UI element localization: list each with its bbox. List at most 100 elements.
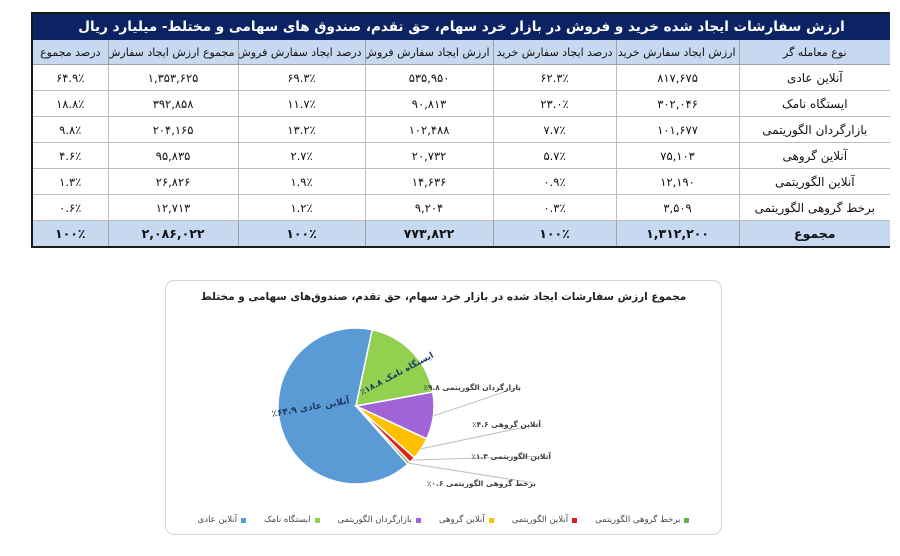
cell-trader-type: برخط گروهی الگوریتمی [738, 194, 891, 221]
cell-trader-type: ایستگاه نامک [738, 90, 891, 117]
cell-sell-value: ۱۴,۶۳۶ [364, 168, 494, 195]
leader-line [433, 386, 520, 417]
legend-label: آنلاین الگوریتمی [511, 515, 569, 525]
cell-total-value: ۱,۳۵۳,۶۲۵ [107, 64, 239, 91]
pie-chart-panel: مجموع ارزش سفارشات ایجاد شده در بازار خر… [165, 280, 722, 535]
cell-sell-percent: ۱۱.۷٪ [237, 90, 366, 117]
cell-sell-percent: ۱۳.۲٪ [237, 116, 366, 143]
cell-total-value: ۹۵,۸۳۵ [107, 142, 239, 169]
header-total-value: مجموع ارزش ایجاد سفارش [107, 39, 239, 65]
header-trader-type: نوع معامله گر [738, 39, 891, 65]
header-sell-percent: درصد ایجاد سفارش فروش [237, 39, 366, 65]
legend-item: بازارگردان الگوریتمی [338, 515, 421, 525]
chart-title: مجموع ارزش سفارشات ایجاد شده در بازار خر… [200, 291, 687, 303]
cell-total-percent: ۴.۶٪ [33, 142, 109, 169]
cell-sell-value: ۹۰,۸۱۳ [364, 90, 494, 117]
cell-total-percent: ۹.۸٪ [33, 116, 109, 143]
pie-slice [355, 405, 412, 466]
legend-item: آنلاین عادی [197, 515, 247, 525]
header-sell-value: ارزش ایجاد سفارش فروش [364, 39, 494, 65]
cell-total-percent: ۶۴.۹٪ [33, 64, 109, 91]
table-row: آنلاین الگوریتمی ۱۲,۱۹۰ ۰.۹٪ ۱۴,۶۳۶ ۱.۹٪… [33, 168, 891, 195]
cell-trader-type: آنلاین گروهی [738, 142, 891, 169]
chart-legend: برخط گروهی الگوریتمی آنلاین الگوریتمی آن… [166, 515, 721, 525]
legend-label: ایستگاه نامک [264, 515, 311, 525]
cell-sell-percent: ۱.۲٪ [237, 194, 366, 221]
total-buy-percent: ۱۰۰٪ [492, 220, 617, 246]
total-value: ۲,۰۸۶,۰۲۲ [107, 220, 239, 246]
slice-label: بازارگردان الگوریتمی ۹.۸٪ [423, 383, 521, 392]
cell-buy-percent: ۲۳.۰٪ [492, 90, 617, 117]
pie-slices [277, 327, 435, 485]
header-buy-percent: درصد ایجاد سفارش خرید [492, 39, 617, 65]
cell-buy-percent: ۰.۹٪ [492, 168, 617, 195]
cell-buy-value: ۷۵,۱۰۳ [615, 142, 740, 169]
legend-swatch-icon [314, 517, 320, 523]
cell-buy-value: ۳۰۲,۰۴۶ [615, 90, 740, 117]
cell-total-value: ۲۰۴,۱۶۵ [107, 116, 239, 143]
total-percent: ۱۰۰٪ [33, 220, 109, 246]
table-row: بازارگردان الگوریتمی ۱۰۱,۶۷۷ ۷.۷٪ ۱۰۲,۴۸… [33, 116, 891, 143]
cell-buy-value: ۸۱۷,۶۷۵ [615, 64, 740, 91]
cell-buy-percent: ۶۲.۳٪ [492, 64, 617, 91]
cell-sell-percent: ۲.۷٪ [237, 142, 366, 169]
legend-swatch-icon [415, 517, 421, 523]
legend-swatch-icon [241, 517, 247, 523]
cell-total-percent: ۱.۳٪ [33, 168, 109, 195]
table-row: برخط گروهی الگوریتمی ۳,۵۰۹ ۰.۳٪ ۹,۲۰۴ ۱.… [33, 194, 891, 221]
cell-sell-value: ۱۰۲,۴۸۸ [364, 116, 494, 143]
pie-slice [355, 328, 434, 407]
leader-line [421, 423, 540, 450]
cell-buy-percent: ۷.۷٪ [492, 116, 617, 143]
orders-value-table: ارزش سفارشات ایجاد شده خرید و فروش در با… [31, 12, 891, 248]
cell-sell-value: ۹,۲۰۴ [364, 194, 494, 221]
table-total-row: مجموع ۱,۳۱۲,۲۰۰ ۱۰۰٪ ۷۷۳,۸۲۲ ۱۰۰٪ ۲,۰۸۶,… [33, 220, 891, 246]
total-sell-value: ۷۷۳,۸۲۲ [364, 220, 494, 246]
total-label: مجموع [738, 220, 891, 246]
leader-line [408, 462, 535, 484]
legend-item: برخط گروهی الگوریتمی [595, 515, 690, 525]
cell-buy-value: ۳,۵۰۹ [615, 194, 740, 221]
table-row: آنلاین گروهی ۷۵,۱۰۳ ۵.۷٪ ۲۰,۷۳۲ ۲.۷٪ ۹۵,… [33, 142, 891, 169]
slice-label: آنلاین الگوریتمی ۱.۳٪ [471, 451, 551, 461]
legend-swatch-icon [488, 517, 494, 523]
pie-chart: آنلاین عادی ۶۴.۹٪ایستگاه نامک ۱۸.۸٪بازار… [271, 327, 551, 488]
cell-total-percent: ۰.۶٪ [33, 194, 109, 221]
cell-buy-value: ۱۲,۱۹۰ [615, 168, 740, 195]
cell-buy-percent: ۰.۳٪ [492, 194, 617, 221]
legend-item: ایستگاه نامک [264, 515, 320, 525]
legend-item: آنلاین الگوریتمی [511, 515, 578, 525]
legend-label: آنلاین گروهی [438, 515, 485, 525]
legend-item: آنلاین گروهی [439, 515, 494, 525]
cell-buy-value: ۱۰۱,۶۷۷ [615, 116, 740, 143]
cell-total-percent: ۱۸.۸٪ [33, 90, 109, 117]
total-sell-percent: ۱۰۰٪ [237, 220, 366, 246]
legend-swatch-icon [572, 517, 578, 523]
header-total-percent: درصد مجموع [33, 39, 109, 65]
header-buy-value: ارزش ایجاد سفارش خرید [615, 39, 740, 65]
cell-trader-type: بازارگردان الگوریتمی [738, 116, 891, 143]
legend-label: بازارگردان الگوریتمی [337, 515, 412, 525]
leader-lines [408, 386, 550, 484]
cell-sell-value: ۵۳۵,۹۵۰ [364, 64, 494, 91]
pie-slice [277, 327, 409, 485]
cell-sell-percent: ۱.۹٪ [237, 168, 366, 195]
cell-trader-type: آنلاین الگوریتمی [738, 168, 891, 195]
cell-total-value: ۳۹۲,۸۵۸ [107, 90, 239, 117]
slice-label: آنلاین گروهی ۴.۶٪ [472, 419, 541, 429]
legend-label: آنلاین عادی [197, 515, 238, 525]
cell-sell-percent: ۶۹.۳٪ [237, 64, 366, 91]
cell-total-value: ۲۶,۸۲۶ [107, 168, 239, 195]
cell-total-value: ۱۲,۷۱۳ [107, 194, 239, 221]
leader-line [412, 455, 550, 461]
legend-swatch-icon [684, 517, 690, 523]
table-row: ایستگاه نامک ۳۰۲,۰۴۶ ۲۳.۰٪ ۹۰,۸۱۳ ۱۱.۷٪ … [33, 90, 891, 117]
cell-buy-percent: ۵.۷٪ [492, 142, 617, 169]
slice-label: برخط گروهی الگوریتمی ۰.۶٪ [427, 479, 536, 488]
total-buy-value: ۱,۳۱۲,۲۰۰ [615, 220, 740, 246]
table-title: ارزش سفارشات ایجاد شده خرید و فروش در با… [33, 14, 891, 40]
table-row: آنلاین عادی ۸۱۷,۶۷۵ ۶۲.۳٪ ۵۳۵,۹۵۰ ۶۹.۳٪ … [33, 64, 891, 91]
legend-label: برخط گروهی الگوریتمی [595, 515, 681, 525]
cell-sell-value: ۲۰,۷۳۲ [364, 142, 494, 169]
cell-trader-type: آنلاین عادی [738, 64, 891, 91]
